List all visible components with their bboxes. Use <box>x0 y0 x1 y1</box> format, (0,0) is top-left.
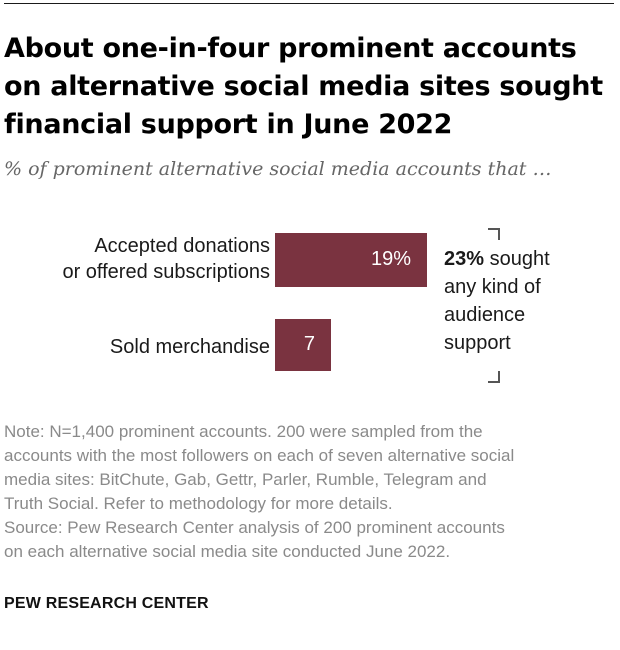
source-line: on each alternative social media site co… <box>4 542 451 561</box>
chart-title: About one-in-four prominent accounts on … <box>4 33 603 140</box>
category-label-donations: Accepted donations or offered subscripti… <box>4 233 270 285</box>
category-label-line: Sold merchandise <box>109 336 270 358</box>
note-line: Truth Social. Refer to methodology for m… <box>4 494 393 513</box>
category-label-line: Accepted donations <box>94 235 270 257</box>
source-line: Source: Pew Research Center analysis of … <box>4 518 505 537</box>
pew-logo-text: PEW RESEARCH CENTER <box>4 595 209 612</box>
category-label-line: or offered subscriptions <box>62 261 270 283</box>
footnote: Note: N=1,400 prominent accounts. 200 we… <box>4 420 604 564</box>
bar-value-donations: 19% <box>370 248 411 270</box>
annotation-percent: 23% <box>444 248 485 270</box>
summary-annotation: 23% sought any kind of audience support <box>444 245 594 357</box>
bar-donations <box>275 233 427 287</box>
annotation-text: any kind of <box>444 276 541 298</box>
top-rule <box>4 3 614 4</box>
note-line: media sites: BitChute, Gab, Gettr, Parle… <box>4 470 487 489</box>
bracket-top <box>488 228 500 240</box>
annotation-text: support <box>444 332 511 354</box>
bar-value-merchandise: 7 <box>303 333 315 355</box>
bracket-bottom <box>488 371 500 383</box>
annotation-text: audience <box>444 304 526 326</box>
category-label-merchandise: Sold merchandise <box>4 334 270 360</box>
note-line: Note: N=1,400 prominent accounts. 200 we… <box>4 422 483 441</box>
annotation-text: sought <box>484 248 550 270</box>
note-line: accounts with the most followers on each… <box>4 446 515 465</box>
bar-merchandise <box>275 319 331 371</box>
chart-subtitle: % of prominent alternative social media … <box>4 158 552 180</box>
